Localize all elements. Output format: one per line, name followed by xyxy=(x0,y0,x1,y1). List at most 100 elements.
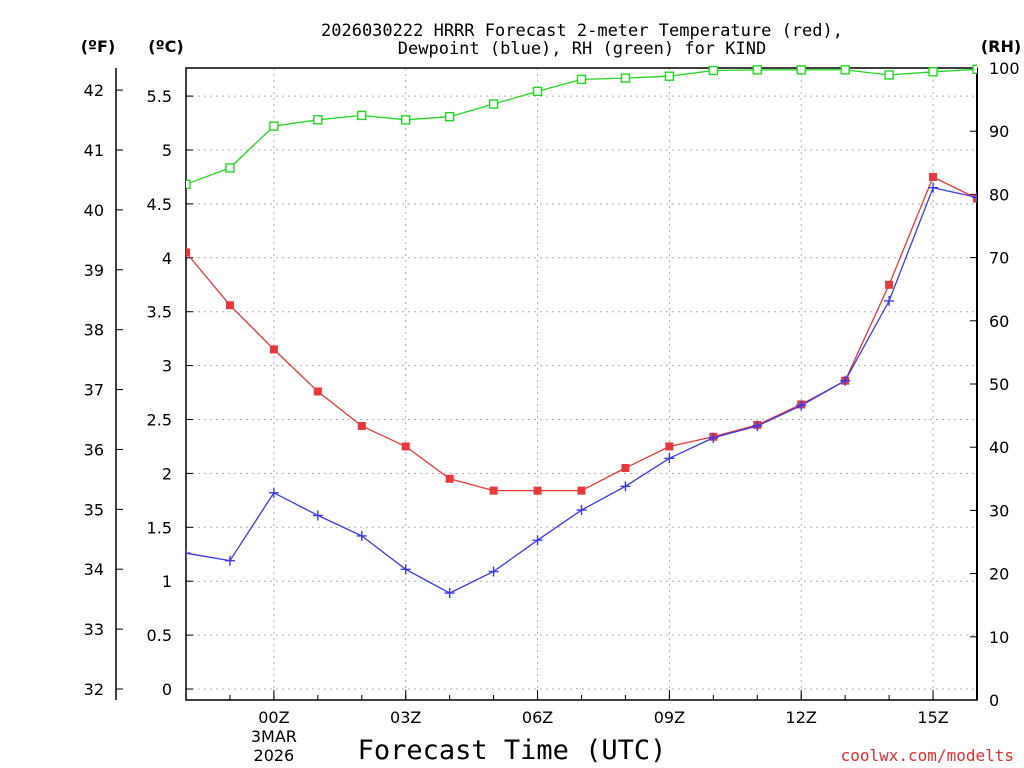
celsius-tick-label: 1.5 xyxy=(147,518,172,537)
temperature-point xyxy=(489,486,498,495)
temperature-point xyxy=(929,172,938,181)
dewpoint-point xyxy=(752,420,763,431)
rh-point xyxy=(488,99,499,109)
celsius-tick-label: 5 xyxy=(162,141,172,160)
dewpoint-point xyxy=(444,588,455,599)
dewpoint-point xyxy=(708,432,719,443)
celsius-tick-label: 4 xyxy=(162,249,172,268)
series-temperature xyxy=(186,172,977,495)
temperature-point xyxy=(621,464,630,473)
fahrenheit-tick-label: 41 xyxy=(84,141,104,160)
rh-tick-label: 40 xyxy=(989,438,1009,457)
temperature-point xyxy=(269,345,278,354)
rh-point xyxy=(313,115,323,125)
temperature-point xyxy=(225,301,234,310)
fahrenheit-tick-label: 32 xyxy=(84,680,104,699)
dewpoint-point xyxy=(400,564,411,575)
rh-point xyxy=(576,74,587,85)
dewpoint-point xyxy=(664,453,675,464)
rh-tick-label: 100 xyxy=(989,59,1020,78)
dewpoint-point xyxy=(884,295,895,306)
dewpoint-point xyxy=(972,192,977,203)
dewpoint-point xyxy=(488,566,499,577)
dewpoint-point xyxy=(224,555,235,566)
series-rh xyxy=(186,64,977,189)
chart-series xyxy=(186,64,977,599)
rh-axis: 0 10 20 30 40 50 60 70 80 90 100 xyxy=(970,59,1020,710)
x-tick-year: 2026 xyxy=(254,746,295,765)
credit-label: coolwx.com/modelts xyxy=(841,746,1014,765)
fahrenheit-tick-label: 35 xyxy=(84,500,104,519)
rh-point xyxy=(357,110,367,121)
temperature-point xyxy=(186,248,190,257)
rh-point xyxy=(225,163,235,173)
rh-tick-label: 60 xyxy=(989,312,1009,331)
celsius-tick-label: 3.5 xyxy=(147,303,172,322)
plot-grid xyxy=(186,68,977,700)
rh-point xyxy=(752,65,762,75)
celsius-tick-label: 3 xyxy=(162,357,172,376)
plot-frame xyxy=(185,67,978,701)
x-axis-label: Forecast Time (UTC) xyxy=(358,735,667,766)
rh-point xyxy=(186,179,191,189)
dewpoint-point xyxy=(840,375,851,386)
rh-unit-label: (RH) xyxy=(981,37,1021,56)
dewpoint-point xyxy=(532,535,543,546)
rh-point xyxy=(401,115,411,125)
fahrenheit-axis: 32 33 34 35 36 37 38 39 40 41 42 xyxy=(84,68,123,700)
fahrenheit-tick-label: 33 xyxy=(84,620,104,639)
temperature-point xyxy=(973,194,977,203)
fahrenheit-unit-label: (ºF) xyxy=(81,37,116,56)
dewpoint-line xyxy=(186,186,977,594)
dewpoint-point xyxy=(576,505,587,516)
celsius-unit-label: (ºC) xyxy=(148,37,183,56)
temperature-point xyxy=(357,421,366,430)
fahrenheit-tick-label: 37 xyxy=(84,381,104,400)
temperature-point xyxy=(401,442,410,451)
celsius-tick-label: 0 xyxy=(162,680,172,699)
dewpoint-point xyxy=(620,481,631,492)
x-tick-label: 12Z xyxy=(786,708,817,727)
temperature-point xyxy=(313,387,322,396)
rh-point xyxy=(708,65,719,76)
temperature-line xyxy=(186,176,977,492)
temperature-point xyxy=(885,280,894,289)
fahrenheit-tick-label: 36 xyxy=(84,440,104,459)
rh-tick-label: 20 xyxy=(989,565,1009,584)
rh-point xyxy=(884,70,894,80)
dewpoint-point xyxy=(928,182,939,193)
rh-point xyxy=(664,71,675,81)
celsius-tick-label: 5.5 xyxy=(147,87,172,106)
plot-axes xyxy=(185,67,978,701)
series-dewpoint xyxy=(186,182,977,599)
rh-tick-label: 30 xyxy=(989,501,1009,520)
x-tick-label: 00Z xyxy=(258,708,289,727)
celsius-tick-label: 1 xyxy=(162,572,172,591)
rh-point xyxy=(796,65,806,75)
rh-point xyxy=(972,64,977,74)
temperature-point xyxy=(533,486,542,495)
x-tick-label: 09Z xyxy=(654,708,685,727)
rh-tick-label: 80 xyxy=(989,185,1009,204)
celsius-axis: 0 0.5 1 1.5 2 2.5 3 3.5 4 4.5 5 5.5 xyxy=(147,87,193,699)
chart-title-line1: 2026030222 HRRR Forecast 2-meter Tempera… xyxy=(321,21,843,41)
temperature-point xyxy=(445,474,454,483)
dewpoint-point xyxy=(268,487,279,498)
dewpoint-point xyxy=(312,510,323,521)
rh-point xyxy=(928,67,938,77)
celsius-tick-label: 2.5 xyxy=(147,411,172,430)
dewpoint-point xyxy=(356,530,367,541)
rh-point xyxy=(269,121,279,131)
fahrenheit-tick-label: 38 xyxy=(84,321,104,340)
rh-tick-label: 90 xyxy=(989,122,1009,141)
temperature-point xyxy=(577,486,586,495)
x-tick-label: 03Z xyxy=(390,708,421,727)
rh-tick-label: 10 xyxy=(989,628,1009,647)
rh-point xyxy=(840,65,850,75)
rh-point xyxy=(620,73,631,83)
rh-point xyxy=(532,86,543,97)
celsius-tick-label: 0.5 xyxy=(147,626,172,645)
rh-tick-label: 70 xyxy=(989,249,1009,268)
x-tick-label: 15Z xyxy=(917,708,948,727)
